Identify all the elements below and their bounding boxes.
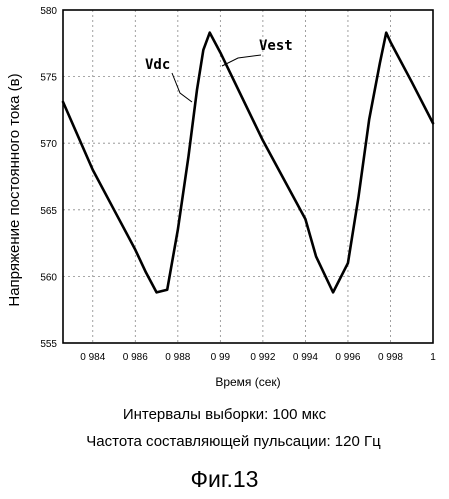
x-tick-label: 0 996 (335, 352, 360, 363)
annotation-vdc: Vdc (145, 57, 170, 73)
x-tick-label: 0 994 (293, 352, 318, 363)
y-axis-label: Напряжение постоянного тока (в) (6, 73, 23, 306)
annotation-vdc-leader (171, 72, 193, 103)
y-tick-label: 555 (40, 339, 57, 350)
x-tick-label: 0 998 (378, 352, 403, 363)
annotation-vest: Vest (259, 38, 293, 54)
sampling-interval-caption: Интервалы выборки: 100 мкс (122, 406, 327, 423)
x-tick-label: 0 99 (211, 352, 231, 363)
x-tick-label: 0 984 (80, 352, 105, 363)
series-line-vdc (61, 31, 435, 294)
annotations: Vdc Vest (145, 38, 293, 103)
ripple-frequency-caption: Частота составляющей пульсации: 120 Гц (86, 433, 381, 450)
x-tick-label: 0 992 (250, 352, 275, 363)
x-axis-label: Время (сек) (215, 375, 280, 389)
y-tick-label: 570 (40, 139, 57, 150)
annotation-vest-leader (221, 54, 262, 67)
y-tick-labels: 555 560 565 570 575 580 (40, 6, 57, 350)
y-tick-label: 565 (40, 206, 57, 217)
y-tick-label: 575 (40, 73, 57, 84)
grid (63, 9, 434, 344)
y-tick-label: 580 (40, 6, 57, 17)
plot-frame (62, 9, 434, 344)
x-tick-label: 0 988 (165, 352, 190, 363)
figure-caption: Фиг.13 (190, 466, 259, 492)
x-tick-labels: 0 984 0 986 0 988 0 99 0 992 0 994 0 996 0 998 1 (80, 352, 436, 363)
series-lines (61, 31, 435, 294)
x-tick-label: 1 (430, 352, 436, 363)
x-tick-label: 0 986 (123, 352, 148, 363)
series-line-vest (62, 32, 434, 293)
y-tick-label: 560 (40, 272, 57, 283)
